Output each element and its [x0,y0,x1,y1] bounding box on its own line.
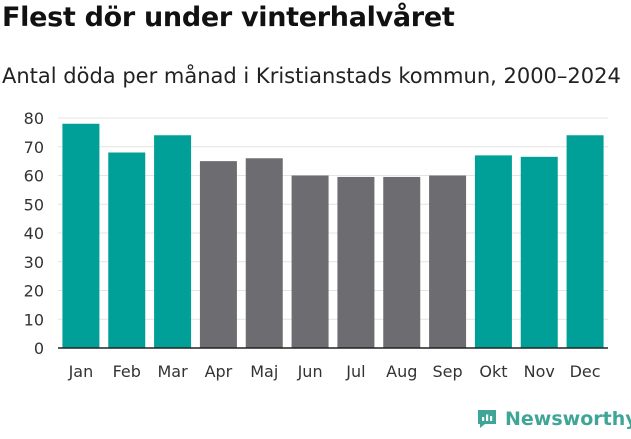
newsworthy-logo-icon [478,410,496,428]
x-tick-label-okt: Okt [479,362,507,381]
x-tick-label-nov: Nov [524,362,555,381]
y-tick-label-50: 50 [24,195,44,214]
chart-subtitle: Antal döda per månad i Kristianstads kom… [2,64,621,88]
y-tick-label-20: 20 [24,282,44,301]
bar-okt [474,155,512,348]
y-tick-label-40: 40 [24,224,44,243]
bar-jun [291,175,329,348]
x-tick-label-maj: Maj [250,362,278,381]
brand-footer: Newsworthy [475,407,631,431]
bar-dec [566,135,604,348]
brand-name: Newsworthy [505,408,631,430]
y-tick-label-30: 30 [24,253,44,272]
x-tick-label-sep: Sep [433,362,463,381]
bar-mar [154,135,192,348]
x-tick-label-feb: Feb [113,362,141,381]
bar-aug [383,176,421,348]
bar-chart: 0 10 20 30 40 50 60 70 80 Jan Feb Mar Apr Maj Jun Jul Au… [24,109,608,381]
x-tick-label-dec: Dec [570,362,601,381]
x-tick-label-apr: Apr [205,362,233,381]
bar-jul [337,176,375,348]
x-tick-label-aug: Aug [386,362,417,381]
y-tick-label-80: 80 [24,109,44,128]
y-tick-label-60: 60 [24,167,44,186]
x-tick-label-jun: Jun [297,362,323,381]
chart-title: Flest dör under vinterhalvåret [2,2,455,33]
x-tick-label-jan: Jan [68,362,94,381]
y-tick-label-70: 70 [24,138,44,157]
bar-maj [245,158,283,348]
bar-apr [199,161,237,348]
bar-nov [520,156,558,348]
y-tick-label-0: 0 [34,339,44,358]
bar-feb [108,152,146,348]
x-tick-label-jul: Jul [345,362,365,381]
bar-jan [62,123,100,348]
bar-sep [429,175,467,348]
y-tick-label-10: 10 [24,310,44,329]
x-tick-label-mar: Mar [157,362,188,381]
